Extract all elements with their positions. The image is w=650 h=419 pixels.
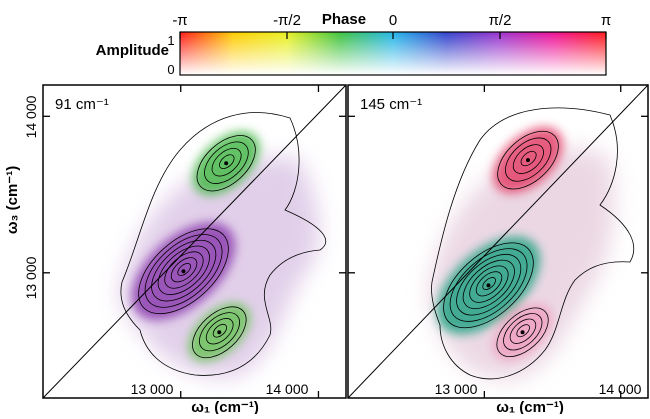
panel-a-frame: [42, 84, 347, 399]
panel-b-peak-lower-diagonal-peak-contour: [469, 265, 509, 303]
panel-b-peak-lower-diagonal-peak-contour: [462, 259, 515, 310]
panel-b-peak-lower-cross-peak-contour: [496, 307, 549, 358]
panel-a-peak-lower-cross-peak-contour: [212, 323, 228, 338]
panel-a-outer-contour: [120, 112, 327, 376]
panel-a-peak-lower-diagonal-peak-contour: [170, 257, 198, 283]
panel-b-peak-lower-diagonal-peak-marker: [486, 283, 491, 288]
panel-a-peak-lower-diagonal-peak-contour: [138, 228, 229, 315]
panel-b-xtick-label: 14 000: [599, 381, 642, 397]
panel-a-ticks: [43, 85, 346, 398]
colorbar-legend: Phase -π -π/2 0 π/2 π Amplitude 1 0: [96, 11, 612, 77]
panel-a-ytick-label: 13 000: [23, 256, 39, 299]
panel-b-peak-lower-cross-peak-contour: [503, 313, 543, 351]
panel-b-ticks: [348, 85, 648, 398]
panel-a-peak-upper-cross-peak-contour: [219, 154, 235, 170]
panel-a-xtick-label: 14 000: [266, 381, 309, 397]
panel-b-peak-upper-cross-peak-contour: [505, 137, 552, 182]
panel-b-peak-lower-cross-peak-contour: [509, 318, 537, 344]
panel-b-peak-lower-diagonal-peak-contour: [449, 248, 528, 322]
panel-b-peak-lower-cross-peak-marker: [520, 330, 525, 335]
panel-a-peak-upper-cross-peak-contour: [204, 141, 249, 184]
panel-a-peak-lower-cross-peak-contour: [199, 312, 240, 352]
panel-b-peak-upper-cross-peak-marker: [526, 158, 530, 163]
colorbar-amplitude-fade: [180, 32, 606, 75]
panel-a-ytick-label: 14 000: [23, 95, 39, 138]
panel-b-peak-lower-diagonal-peak-contour: [443, 242, 534, 329]
phase-tick-label: 0: [389, 12, 397, 29]
panel-b-peak-lower-diagonal-peak-contour: [475, 271, 503, 297]
panel-a-peak-lower-diagonal-peak-contour: [144, 234, 223, 308]
panel-b-heatmap: [429, 127, 614, 380]
panel-b-annotation: 145 cm⁻¹: [360, 96, 422, 113]
panel-a-xtick-label: 13 000: [131, 381, 174, 397]
panel-b-diagonal: [347, 84, 649, 399]
panel-b-outer-contour: [431, 107, 635, 380]
phase-tick-label: π: [601, 12, 611, 29]
panel-a-ylabel: ω₃ (cm⁻¹): [4, 166, 21, 234]
phase-tick-labels: -π -π/2 0 π/2 π: [172, 12, 611, 29]
panel-a-peak-lower-diagonal-peak-contour: [157, 245, 210, 296]
panel-b-xtick-label: 13 000: [435, 381, 478, 397]
panel-a-annotation: 91 cm⁻¹: [55, 96, 109, 113]
panel-b-peak-upper-cross-peak-contour: [520, 150, 537, 167]
phase-tick-label: -π/2: [273, 12, 301, 29]
panel-a-contours: [120, 112, 327, 376]
phase-label: Phase: [322, 11, 366, 28]
amplitude-tick-label: 0: [167, 62, 174, 77]
panel-a-peak-upper-cross-peak-contour: [196, 135, 256, 192]
panel-a-peak-lower-diagonal-peak-contour: [177, 262, 191, 276]
panel-b-xlabel: ω₁ (cm⁻¹): [496, 399, 564, 414]
panel-a: 91 cm⁻¹ 13 000 14 000 13 000 14 000 ω₁ (…: [4, 84, 347, 416]
panel-a-diagonal: [42, 84, 347, 399]
panel-b-peak-lower-diagonal-peak-contour: [482, 277, 496, 290]
panel-a-peak-lower-diagonal-peak-contour: [151, 239, 217, 302]
amplitude-tick-label: 1: [167, 33, 174, 48]
panel-a-peak-lower-cross-peak-contour: [192, 306, 247, 359]
panel-b-peak-upper-cross-peak-contour: [512, 144, 544, 174]
panel-b-peak-upper-cross-peak-contour: [497, 130, 559, 190]
panel-b-frame: [347, 84, 649, 399]
panel-a-peak-lower-diagonal-peak-marker: [181, 269, 186, 274]
panel-b-contours: [431, 107, 635, 380]
phase-tick-label: π/2: [489, 12, 512, 29]
panel-a-xlabel: ω₁ (cm⁻¹): [191, 399, 259, 414]
panel-a-peak-lower-cross-peak-contour: [205, 318, 234, 345]
panel-b: 145 cm⁻¹ 13 000 14 000 ω₁ (cm⁻¹): [347, 84, 649, 416]
panel-a-heatmap: [119, 131, 319, 378]
panel-a-peak-lower-diagonal-peak-contour: [164, 251, 204, 289]
colorbar-ticks: [179, 32, 607, 39]
phase-tick-label: -π: [172, 12, 187, 29]
panel-a-peak-upper-cross-peak-contour: [211, 147, 242, 177]
panel-a-peak-upper-cross-peak-marker: [224, 161, 229, 166]
amplitude-label: Amplitude: [96, 42, 169, 59]
panel-b-peak-lower-diagonal-peak-contour: [456, 253, 522, 316]
panel-b-peak-lower-cross-peak-contour: [516, 324, 530, 338]
panel-a-peak-lower-cross-peak-marker: [217, 330, 222, 335]
